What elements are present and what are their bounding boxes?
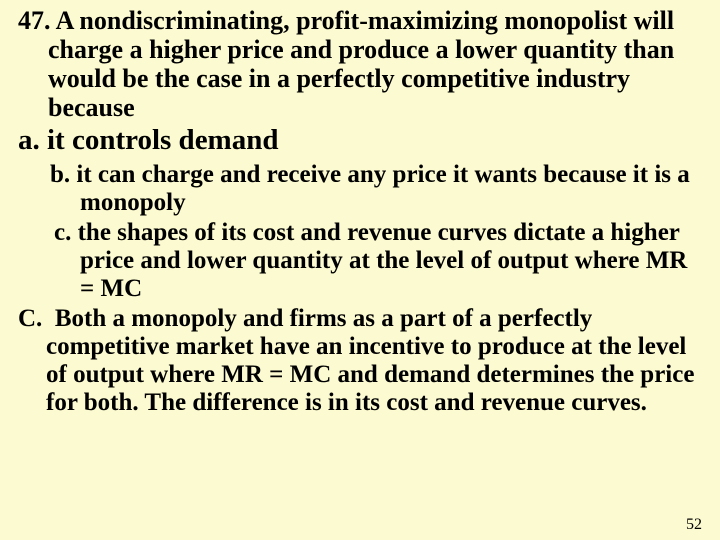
option-b-text: it can charge and receive any price it w… — [76, 161, 689, 216]
page-number: 52 — [686, 516, 702, 534]
answer-text: Both a monopoly and firms as a part of a… — [46, 305, 694, 416]
option-c-text: the shapes of its cost and revenue curve… — [78, 219, 688, 302]
option-a: a. it controls demand — [18, 124, 702, 156]
option-a-label: a. — [18, 124, 40, 156]
option-b-label: b. — [50, 161, 70, 188]
option-a-text: it controls demand — [47, 124, 278, 156]
answer-explanation: C. Both a monopoly and firms as a part o… — [18, 305, 702, 417]
option-c-label: c. — [54, 219, 71, 246]
question-text: A nondiscriminating, profit-maximizing m… — [48, 6, 674, 122]
question-stem: 47. A nondiscriminating, profit-maximizi… — [18, 6, 702, 122]
option-c: c. the shapes of its cost and revenue cu… — [18, 219, 702, 303]
question-number: 47. — [18, 6, 51, 35]
answer-label: C. — [18, 305, 42, 332]
slide: 47. A nondiscriminating, profit-maximizi… — [0, 0, 720, 540]
option-b: b. it can charge and receive any price i… — [18, 161, 702, 217]
